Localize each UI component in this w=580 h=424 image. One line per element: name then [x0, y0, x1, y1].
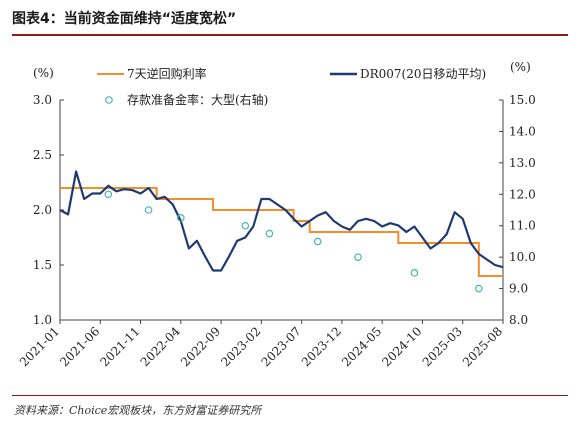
source-rule — [12, 395, 568, 396]
dr007-line — [59, 170, 504, 272]
right-tick-label: 11.0 — [509, 219, 536, 233]
legend-swatch-rrr — [105, 96, 113, 104]
rrr-point — [265, 229, 274, 238]
left-tick-label: 2.0 — [33, 203, 52, 217]
legend-label-dr007: DR007(20日移动平均) — [360, 67, 486, 81]
title-rule — [12, 34, 568, 36]
right-tick-label: 8.0 — [509, 313, 528, 327]
x-tick-label: 2025-08 — [460, 324, 505, 369]
source-note: 资料来源：Choice宏观板块，东方财富证券研究所 — [14, 404, 262, 417]
x-tick-label: 2023-07 — [259, 324, 304, 369]
rrr-point — [177, 214, 185, 222]
right-axis-unit: (%) — [510, 60, 531, 74]
right-tick-label: 13.0 — [509, 156, 536, 170]
rrr-point — [104, 190, 113, 199]
right-tick-label: 10.0 — [509, 250, 536, 264]
x-tick-label: 2021-06 — [57, 324, 102, 369]
rrr-point — [313, 237, 322, 246]
legend-label-rrr: 存款准备金率：大型(右轴) — [127, 92, 268, 107]
x-tick-label: 2021-01 — [17, 324, 62, 369]
left-tick-label: 1.0 — [33, 313, 52, 327]
right-tick-label: 12.0 — [509, 187, 536, 201]
rrr-point — [354, 253, 362, 261]
x-tick-label: 2023-02 — [218, 324, 263, 369]
figure-title: 图表4：当前资金面维持“适度宽松” — [12, 11, 237, 27]
legend-label-repo: 7天逆回购利率 — [127, 66, 207, 81]
x-tick-label: 2022-04 — [138, 324, 183, 369]
rrr-point — [144, 206, 153, 214]
rrr-point — [241, 221, 250, 230]
x-tick-label: 2024-05 — [339, 324, 384, 369]
right-tick-label: 15.0 — [509, 93, 536, 107]
x-tick-label: 2025-03 — [420, 324, 465, 369]
x-tick-label: 2022-09 — [178, 324, 223, 369]
right-tick-label: 14.0 — [509, 124, 536, 138]
x-tick-label: 2021-11 — [98, 324, 143, 369]
left-tick-label: 2.5 — [33, 148, 52, 162]
repo-rate-line — [60, 187, 503, 277]
rrr-point — [475, 284, 483, 293]
x-tick-label: 2024-10 — [379, 324, 424, 369]
left-tick-label: 1.5 — [33, 258, 52, 272]
x-tick-label: 2023-12 — [299, 324, 344, 369]
left-axis-unit: (%) — [33, 66, 54, 80]
right-tick-label: 9.0 — [509, 282, 528, 296]
left-tick-label: 3.0 — [33, 93, 52, 107]
rrr-point — [410, 269, 419, 277]
